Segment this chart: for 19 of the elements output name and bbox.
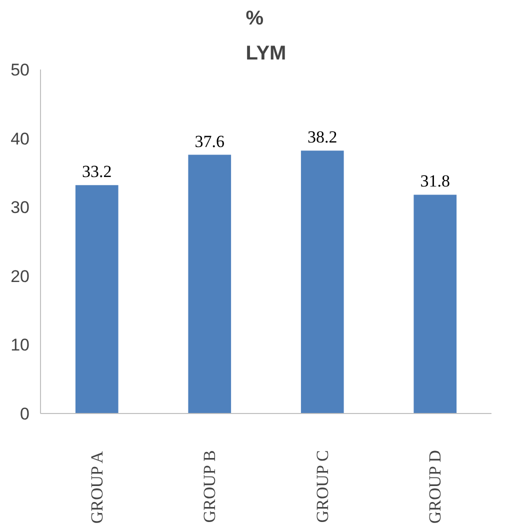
x-tick-label: GROUP A (87, 450, 106, 524)
x-tick-label: GROUP D (426, 450, 445, 524)
y-tick-label: 10 (10, 336, 30, 355)
chart-title: % LYM (246, 7, 286, 64)
bar (414, 194, 457, 414)
data-label: 31.8 (420, 172, 450, 191)
x-tick-label: GROUP C (312, 450, 332, 523)
y-tick-label: 0 (20, 404, 30, 424)
data-label: 37.6 (194, 132, 224, 151)
bar (300, 150, 344, 414)
y-tick-label: 50 (10, 60, 30, 80)
bar (75, 185, 118, 414)
y-tick-label: 30 (10, 198, 30, 218)
y-tick-label: 20 (10, 266, 30, 286)
x-tick-label: GROUP B (200, 450, 220, 523)
bar (188, 154, 232, 414)
data-label: 38.2 (308, 128, 338, 147)
data-label: 33.2 (82, 162, 112, 182)
y-tick-label: 40 (10, 129, 30, 148)
